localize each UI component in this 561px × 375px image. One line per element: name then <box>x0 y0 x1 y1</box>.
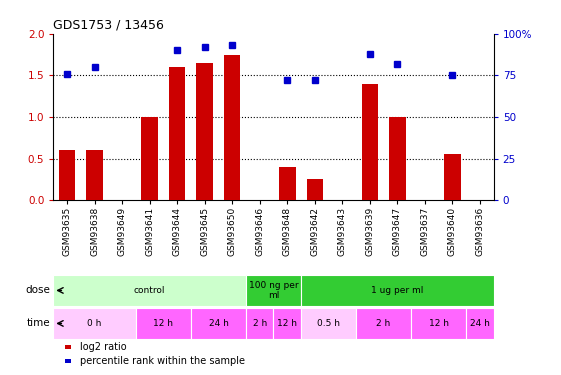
Bar <box>246 308 274 339</box>
Bar <box>273 308 301 339</box>
Text: percentile rank within the sample: percentile rank within the sample <box>80 356 245 366</box>
Bar <box>196 63 213 200</box>
Text: 1 ug per ml: 1 ug per ml <box>371 286 424 295</box>
Text: 0.5 h: 0.5 h <box>317 319 340 328</box>
Bar <box>306 180 323 200</box>
Bar <box>279 167 296 200</box>
Bar <box>389 117 406 200</box>
Text: 2 h: 2 h <box>376 319 390 328</box>
Bar <box>191 308 246 339</box>
Bar <box>301 308 356 339</box>
Bar <box>224 55 241 200</box>
Bar <box>356 308 411 339</box>
Bar <box>59 150 75 200</box>
Bar <box>246 275 301 306</box>
Bar <box>53 308 136 339</box>
Bar <box>444 154 461 200</box>
Text: 24 h: 24 h <box>209 319 228 328</box>
Bar <box>141 117 158 200</box>
Text: time: time <box>27 318 50 328</box>
Text: 12 h: 12 h <box>277 319 297 328</box>
Text: control: control <box>134 286 165 295</box>
Bar <box>466 308 494 339</box>
Bar <box>361 84 378 200</box>
Text: dose: dose <box>26 285 50 296</box>
Bar <box>411 308 466 339</box>
Bar <box>169 67 185 200</box>
Text: GDS1753 / 13456: GDS1753 / 13456 <box>53 18 164 31</box>
Text: 0 h: 0 h <box>88 319 102 328</box>
Text: 2 h: 2 h <box>252 319 267 328</box>
Text: 12 h: 12 h <box>153 319 173 328</box>
Text: 12 h: 12 h <box>429 319 449 328</box>
Bar <box>53 275 246 306</box>
Text: log2 ratio: log2 ratio <box>80 342 126 352</box>
Bar <box>136 308 191 339</box>
Text: 24 h: 24 h <box>470 319 490 328</box>
Bar <box>301 275 494 306</box>
Bar <box>86 150 103 200</box>
Text: 100 ng per
ml: 100 ng per ml <box>249 281 298 300</box>
